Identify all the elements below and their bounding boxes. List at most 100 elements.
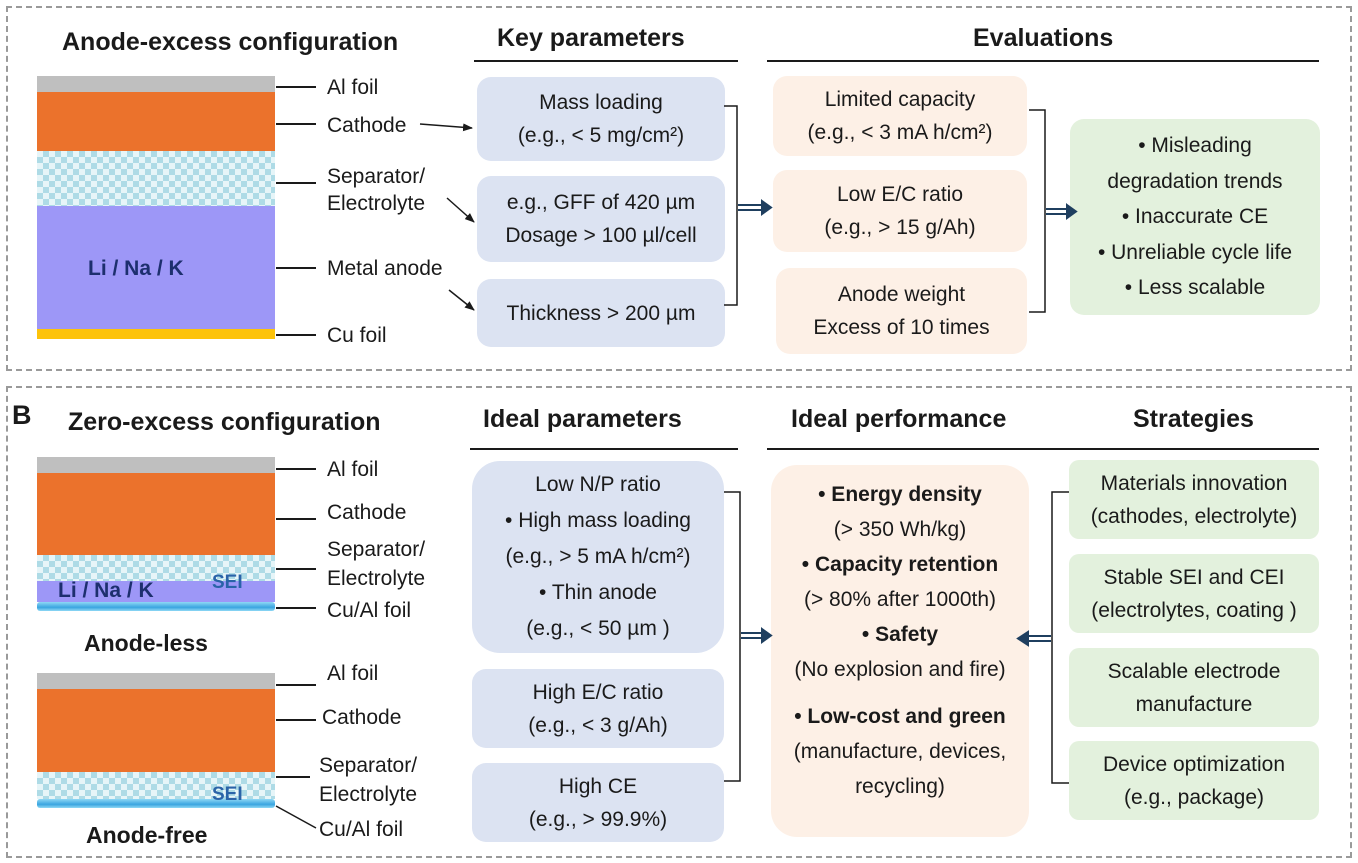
performance-detail: (> 80% after 1000th) <box>803 588 997 611</box>
bracket <box>1029 109 1046 313</box>
strategy-box: Device optimization (e.g., package) <box>1069 741 1319 820</box>
leader-line <box>276 267 316 269</box>
performance-detail: (> 350 Wh/kg) <box>833 518 967 541</box>
anode-free-label: Anode-free <box>86 822 208 848</box>
strategy-box: Stable SEI and CEI (electrolytes, coatin… <box>1069 554 1319 633</box>
key-param-line: Thickness > 200 µm <box>506 301 696 325</box>
key-param-box: e.g., GFF of 420 µm Dosage > 100 µl/cell <box>477 176 725 262</box>
evaluation-box: Low E/C ratio (e.g., > 15 g/Ah) <box>773 170 1027 252</box>
evaluation-line: Limited capacity <box>824 88 976 111</box>
label-al-foil: Al foil <box>327 76 379 99</box>
double-arrow <box>1046 203 1078 220</box>
double-arrow <box>1016 630 1051 647</box>
panel-b-letter: B <box>12 400 32 430</box>
performance-rule <box>767 448 1319 450</box>
outcome-line: • Misleading <box>1138 134 1252 158</box>
outcome-line: degradation trends <box>1107 169 1283 193</box>
leader-line <box>276 334 316 336</box>
evaluation-line: Low E/C ratio <box>836 183 964 206</box>
outcome-line: • Inaccurate CE <box>1121 205 1269 229</box>
outcome-line: • Less scalable <box>1124 276 1266 300</box>
strategy-box: Materials innovation (cathodes, electrol… <box>1069 460 1319 539</box>
bracket <box>724 105 738 306</box>
ideal-param-line: Low N/P ratio <box>535 473 661 496</box>
performance-detail: (No explosion and fire) <box>794 658 1006 681</box>
panel-a-title: Anode-excess configuration <box>62 28 399 56</box>
ideal-param-box: High CE (e.g., > 99.9%) <box>472 763 724 842</box>
ideal-param-line: (e.g., > 5 mA h/cm²) <box>505 545 691 568</box>
label-cu-foil: Cu foil <box>327 324 387 347</box>
key-param-line: (e.g., < 5 mg/cm²) <box>517 124 685 147</box>
strategy-line: manufacture <box>1135 692 1253 716</box>
label-metal-anode: Metal anode <box>327 257 443 280</box>
ideal-param-line: (e.g., < 3 g/Ah) <box>528 713 668 737</box>
strategy-line: Materials innovation <box>1100 471 1288 495</box>
double-arrow <box>741 627 773 644</box>
panel-b-title: Zero-excess configuration <box>68 408 381 436</box>
outcome-line: • Unreliable cycle life <box>1097 240 1293 264</box>
panel-a <box>6 6 1352 371</box>
label-cathode: Cathode <box>327 114 407 137</box>
strategy-line: Device optimization <box>1102 752 1286 776</box>
panel-b <box>6 386 1352 858</box>
strategy-line: Scalable electrode <box>1107 659 1281 683</box>
cu-al-foil-layer <box>37 602 275 611</box>
metal-anode-layer <box>37 206 275 329</box>
evaluations-rule <box>767 60 1319 62</box>
label-separator: Separator/ Electrolyte <box>319 754 418 806</box>
leader-line <box>276 182 316 184</box>
sei-label: SEI <box>212 572 243 593</box>
performance-box: • Energy density (> 350 Wh/kg) • Capacit… <box>771 465 1029 837</box>
evaluation-box: Limited capacity (e.g., < 3 mA h/cm²) <box>773 76 1027 156</box>
performance-title: • Energy density <box>818 483 982 506</box>
al-foil-layer <box>37 457 275 473</box>
bracket <box>1051 491 1069 784</box>
cu-foil-layer <box>37 329 275 339</box>
label-cathode: Cathode <box>322 706 402 729</box>
leader-line <box>276 86 316 88</box>
cathode-layer <box>37 689 275 772</box>
separator-layer <box>37 151 275 206</box>
cu-al-foil-layer <box>37 799 275 808</box>
cathode-layer <box>37 473 275 555</box>
pointer-arrow <box>448 289 475 311</box>
evaluation-line: Anode weight <box>837 283 966 306</box>
ideal-param-line: (e.g., > 99.9%) <box>528 807 668 831</box>
leader-line <box>276 719 316 721</box>
sei-label: SEI <box>212 784 243 805</box>
performance-title: • Capacity retention <box>801 553 999 576</box>
evaluation-line: (e.g., < 3 mA h/cm²) <box>807 121 993 144</box>
evaluations-heading: Evaluations <box>973 24 1114 52</box>
ideal-param-line: • High mass loading <box>505 509 691 532</box>
metal-anode-text: Li / Na / K <box>88 257 184 280</box>
strategy-box: Scalable electrode manufacture <box>1069 648 1319 727</box>
evaluation-line: Excess of 10 times <box>813 316 990 339</box>
ideal-param-line: • Thin anode <box>539 581 657 604</box>
outcomes-box: • Misleading degradation trends • Inaccu… <box>1070 119 1320 315</box>
ideal-param-box: High E/C ratio (e.g., < 3 g/Ah) <box>472 669 724 748</box>
strategy-line: (e.g., package) <box>1123 785 1265 809</box>
strategy-line: (electrolytes, coating ) <box>1091 598 1297 622</box>
strategies-heading: Strategies <box>1133 405 1254 433</box>
ideal-performance-heading: Ideal performance <box>791 405 1007 433</box>
evaluation-line: (e.g., > 15 g/Ah) <box>824 216 976 239</box>
cathode-layer <box>37 92 275 151</box>
leader-line <box>276 684 316 686</box>
al-foil-layer <box>37 673 275 689</box>
ideal-parameters-rule <box>470 448 738 450</box>
leader-line <box>276 607 316 609</box>
strategy-line: (cathodes, electrolyte) <box>1090 504 1298 528</box>
metal-anode-layer <box>37 581 275 602</box>
ideal-param-line: High CE <box>558 774 638 798</box>
pointer-arrow <box>419 123 473 132</box>
label-cu-al-foil: Cu/Al foil <box>327 599 412 622</box>
key-param-box: Thickness > 200 µm <box>477 279 725 347</box>
separator-layer <box>37 772 275 799</box>
performance-title: • Safety <box>861 623 939 646</box>
key-param-line: e.g., GFF of 420 µm <box>506 191 696 214</box>
ideal-param-line: (e.g., < 50 µm ) <box>526 617 670 640</box>
anode-less-label: Anode-less <box>84 630 208 656</box>
key-param-line: Dosage > 100 µl/cell <box>505 224 697 247</box>
label-separator: Separator/ Electrolyte <box>327 165 426 215</box>
